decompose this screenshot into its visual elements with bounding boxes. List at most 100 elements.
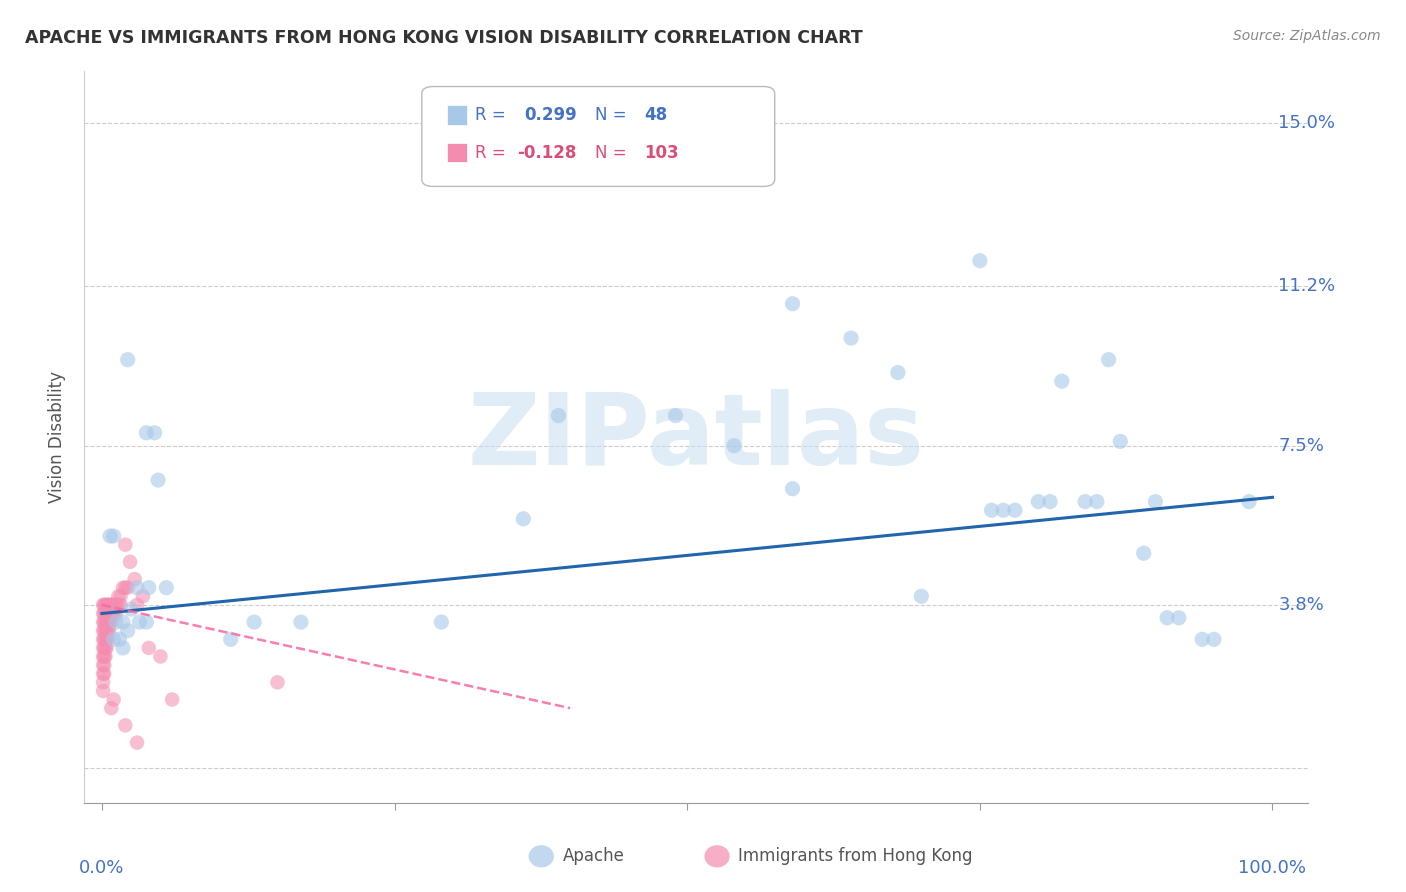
Point [96, 598, 118, 612]
Point [104, 598, 127, 612]
Point [91, 624, 114, 638]
Point [98, 529, 121, 543]
Point [97, 615, 120, 629]
Point [91, 640, 114, 655]
Point [97, 598, 120, 612]
Y-axis label: Vision Disability: Vision Disability [48, 371, 66, 503]
Point [114, 718, 136, 732]
Point [104, 607, 127, 621]
Point [96, 632, 118, 647]
Text: -0.128: -0.128 [517, 144, 576, 161]
Point [97, 615, 120, 629]
Point [94, 640, 117, 655]
Point [97, 607, 120, 621]
Point [1132, 546, 1154, 560]
Point [97, 598, 120, 612]
Text: N =: N = [595, 144, 626, 161]
Point [91, 649, 114, 664]
Point [138, 581, 160, 595]
Point [117, 352, 139, 367]
Point [430, 615, 453, 629]
Point [1074, 494, 1097, 508]
Point [91, 632, 114, 647]
Point [149, 649, 172, 664]
Text: 0.0%: 0.0% [79, 859, 125, 877]
Point [117, 624, 139, 638]
Point [98, 607, 121, 621]
Point [111, 615, 134, 629]
Point [91, 607, 114, 621]
Point [114, 581, 136, 595]
Point [93, 607, 115, 621]
Point [1202, 632, 1225, 647]
Point [125, 735, 148, 749]
Text: ZIPatlas: ZIPatlas [468, 389, 924, 485]
Point [103, 529, 125, 543]
Point [266, 675, 288, 690]
Point [96, 607, 118, 621]
Point [124, 572, 146, 586]
Point [839, 331, 862, 345]
Point [97, 632, 120, 647]
Point [91, 615, 114, 629]
Point [114, 538, 136, 552]
Point [1144, 494, 1167, 508]
Point [107, 598, 129, 612]
Text: 100.0%: 100.0% [1239, 859, 1306, 877]
Point [111, 581, 134, 595]
Point [93, 598, 115, 612]
Point [93, 649, 115, 664]
Point [1237, 494, 1260, 508]
Point [97, 624, 120, 638]
Point [104, 615, 127, 629]
Point [1050, 374, 1073, 388]
Point [1156, 611, 1178, 625]
Point [160, 692, 183, 706]
Point [512, 512, 534, 526]
Point [1004, 503, 1026, 517]
Point [100, 607, 122, 621]
Point [1085, 494, 1108, 508]
Point [290, 615, 312, 629]
Point [93, 615, 115, 629]
Point [110, 598, 132, 612]
Point [100, 598, 122, 612]
Text: 11.2%: 11.2% [1278, 277, 1336, 295]
Point [118, 555, 141, 569]
Point [93, 658, 115, 673]
Point [103, 632, 125, 647]
Text: 7.5%: 7.5% [1278, 437, 1324, 455]
Point [723, 439, 745, 453]
Point [135, 615, 157, 629]
Point [108, 632, 131, 647]
Point [1191, 632, 1213, 647]
Point [96, 640, 118, 655]
Point [1167, 611, 1189, 625]
Point [969, 253, 991, 268]
Point [125, 581, 148, 595]
Point [101, 607, 124, 621]
Text: N =: N = [595, 106, 626, 124]
Point [887, 366, 910, 380]
Point [94, 649, 117, 664]
Text: APACHE VS IMMIGRANTS FROM HONG KONG VISION DISABILITY CORRELATION CHART: APACHE VS IMMIGRANTS FROM HONG KONG VISI… [25, 29, 863, 46]
Point [103, 607, 125, 621]
Text: 3.8%: 3.8% [1278, 596, 1324, 614]
Point [117, 581, 139, 595]
Point [98, 615, 121, 629]
Text: 103: 103 [644, 144, 679, 161]
Text: 0.299: 0.299 [524, 106, 578, 124]
Point [93, 666, 115, 681]
Point [135, 425, 157, 440]
Point [91, 598, 114, 612]
Text: Apache: Apache [562, 847, 624, 865]
Point [94, 598, 117, 612]
Text: 48: 48 [644, 106, 666, 124]
Point [96, 615, 118, 629]
Point [103, 692, 125, 706]
Point [93, 624, 115, 638]
Point [219, 632, 242, 647]
Point [91, 658, 114, 673]
Text: 15.0%: 15.0% [1278, 114, 1336, 132]
Point [910, 589, 932, 603]
